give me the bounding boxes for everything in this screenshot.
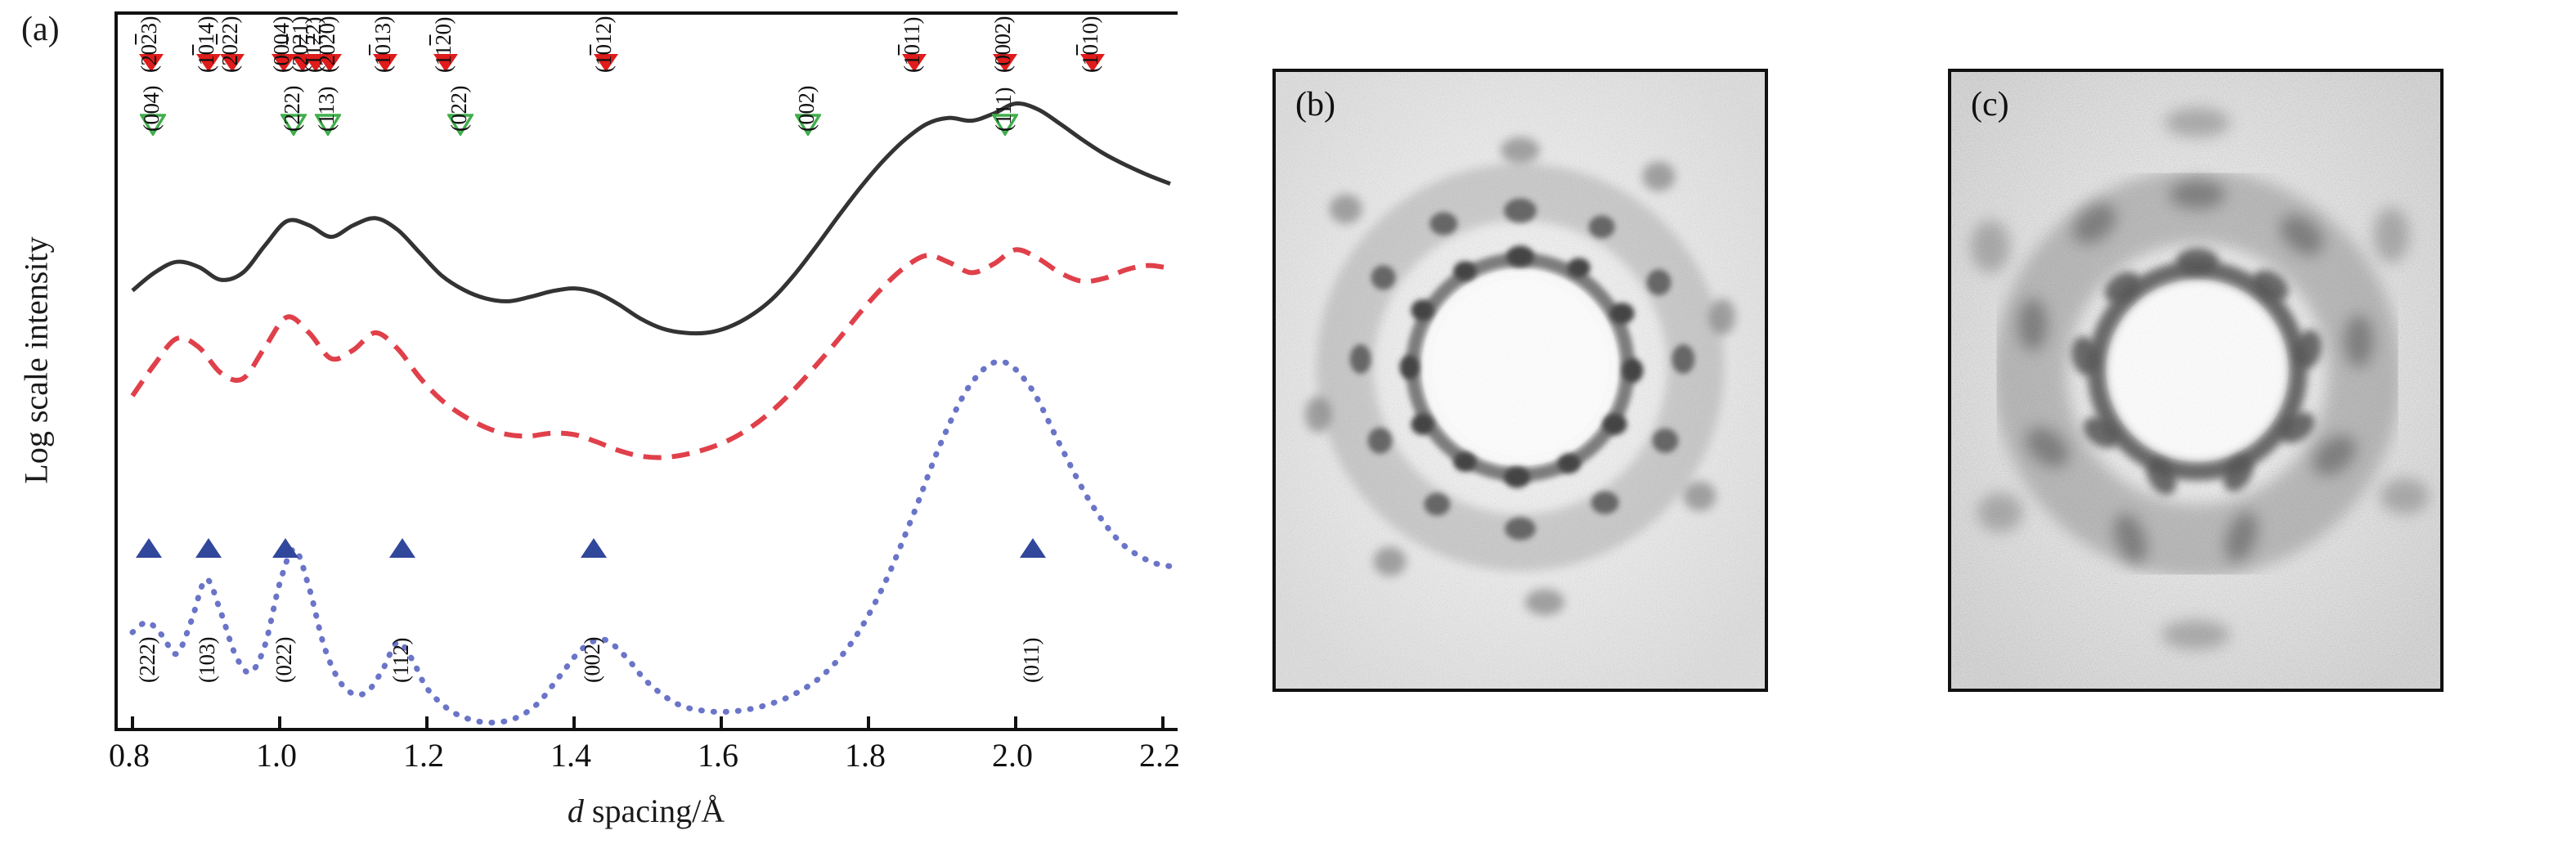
fcc-marker-triangle [315, 114, 342, 136]
bcc-marker-label: (112) [388, 638, 414, 683]
hcp-marker-triangle [317, 54, 343, 72]
panel-a-label: (a) [21, 11, 60, 48]
hcp-marker-triangle [593, 54, 618, 72]
hcp-marker-triangle [372, 54, 397, 72]
hcp-marker-label: (2020) [315, 16, 340, 73]
curve-red-dashed [130, 247, 1171, 460]
x-axis-tick-label: 0.8 [109, 737, 150, 774]
y-axis-title: Log scale intensity [11, 0, 61, 720]
fcc-marker-triangle [991, 114, 1018, 136]
hcp-marker-triangle [195, 54, 221, 72]
bcc-marker-triangle [389, 538, 416, 558]
fcc-marker-label: (113) [314, 87, 339, 132]
hcp-marker-label: (2023) [136, 16, 161, 73]
bcc-marker-label: (011) [1018, 638, 1043, 683]
x-axis-tick-label: 1.2 [403, 737, 444, 774]
bcc-marker-triangle [1019, 538, 1046, 558]
x-axis-tick-label: 1.0 [256, 737, 297, 774]
bcc-marker-label: (022) [272, 637, 297, 683]
hcp-marker-triangle [1079, 54, 1105, 72]
bcc-marker-label: (103) [194, 637, 219, 683]
x-axis-tick-label: 1.8 [845, 737, 886, 774]
hcp-marker-triangle [138, 54, 164, 72]
panel-b-image [1276, 72, 1765, 689]
hcp-marker-label: (1011) [899, 17, 924, 73]
fcc-marker-triangle [447, 114, 474, 136]
x-axis-title-rest: spacing/Å [583, 792, 725, 829]
x-axis-tick [720, 716, 723, 728]
fcc-marker-label: (002) [794, 86, 819, 132]
plot-area: (2023) (1014) (2022) (0004) (2021) (1122) (202… [118, 15, 1178, 728]
bcc-marker-label: (002) [580, 637, 605, 683]
fcc-marker-label: (004) [139, 86, 164, 132]
hcp-marker-label: (0002) [990, 16, 1015, 73]
x-axis-title-italic: d [567, 792, 584, 829]
x-axis-tick-label: 2.0 [992, 737, 1033, 774]
hcp-marker-triangle [433, 54, 458, 72]
x-axis-tick-label: 1.6 [698, 737, 738, 774]
hcp-marker-label: (1010) [1077, 16, 1102, 73]
bcc-marker-triangle [195, 538, 222, 558]
hcp-marker-triangle [271, 54, 296, 72]
curve-black-solid [131, 101, 1171, 336]
hcp-marker-triangle [219, 54, 245, 72]
x-axis-tick [278, 716, 281, 728]
y-axis-title-text: Log scale intensity [17, 236, 55, 484]
hcp-marker-label: (1013) [370, 16, 395, 73]
bcc-marker-label: (222) [134, 637, 159, 683]
x-axis-tick [1161, 716, 1165, 728]
x-axis-tick [1014, 716, 1017, 728]
fcc-marker-label: (111) [990, 88, 1016, 132]
bcc-marker-triangle [135, 538, 162, 558]
hcp-marker-triangle [992, 54, 1017, 72]
panel-c-diffraction-pattern: (c) [1948, 69, 2444, 692]
panel-b-diffraction-pattern: (b) [1272, 69, 1768, 692]
fcc-marker-label: (022) [447, 86, 472, 132]
hcp-marker-label: (1014) [193, 16, 218, 73]
x-axis-tick [131, 716, 134, 728]
x-axis-tick [572, 716, 576, 728]
fcc-marker-triangle [795, 114, 822, 136]
curves-svg [129, 101, 1174, 726]
hcp-marker-label: (2022) [217, 16, 242, 73]
x-axis-tick-label: 2.2 [1139, 737, 1180, 774]
hcp-marker-triangle [901, 54, 927, 72]
hcp-marker-label: (1120) [430, 17, 456, 73]
plot-frame: (2023) (1014) (2022) (0004) (2021) (1122) (202… [114, 11, 1178, 731]
x-axis-tick [425, 716, 429, 728]
panel-b-label: (b) [1295, 86, 1335, 123]
fcc-marker-triangle [140, 114, 167, 136]
panel-a-diffraction-profile: (a) Log scale intensity (2023) (1014) (202… [0, 0, 1243, 853]
panel-c-label: (c) [1971, 86, 2009, 123]
x-axis-tick-labels: 0.8 1.0 1.2 1.4 1.6 1.8 2.0 2.2 [109, 736, 1180, 782]
hcp-marker-label: (1012) [590, 16, 616, 73]
bcc-marker-triangle [272, 538, 299, 558]
panel-c-image [1951, 72, 2440, 689]
x-axis-title: d spacing/Å [114, 792, 1178, 830]
x-axis-tick-label: 1.4 [550, 737, 591, 774]
x-axis-tick [867, 716, 870, 728]
fcc-marker-label: (222) [280, 86, 305, 132]
bcc-marker-triangle [581, 538, 608, 558]
fcc-marker-triangle [280, 114, 307, 136]
